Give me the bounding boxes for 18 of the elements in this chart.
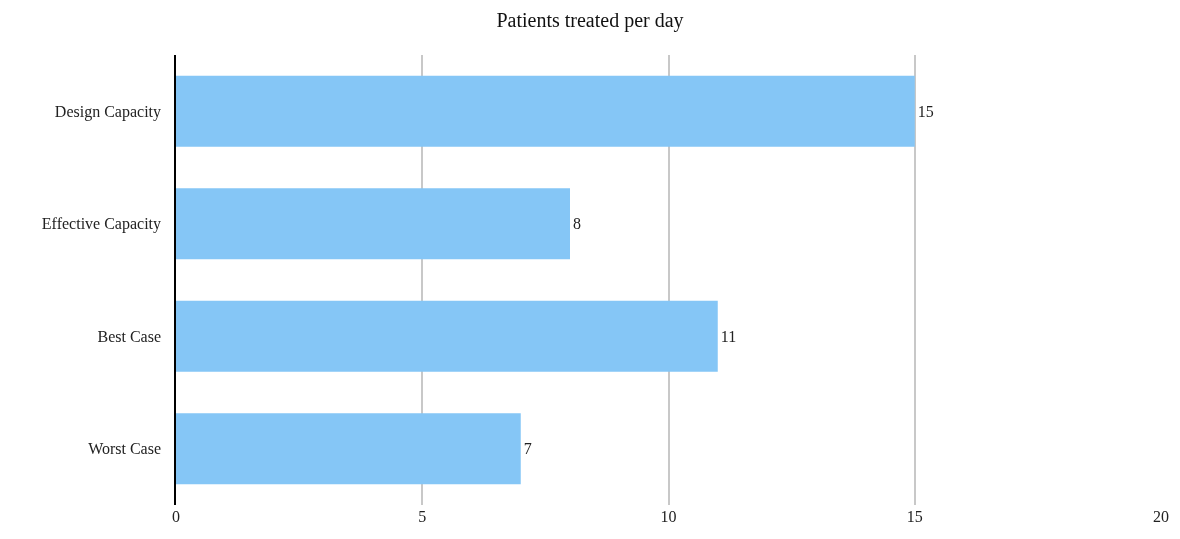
y-tick-label: Best Case [97, 327, 162, 345]
data-label: 11 [720, 327, 737, 345]
y-tick-label: Effective Capacity [41, 215, 162, 234]
x-tick-label: 20 [1153, 508, 1169, 525]
chart-title: Patients treated per day [496, 9, 684, 33]
x-tick-label: 0 [172, 508, 180, 525]
data-label: 8 [573, 215, 581, 233]
bar [176, 300, 718, 372]
data-label: 7 [523, 440, 532, 458]
bar [176, 188, 570, 260]
y-tick-label: Design Capacity [54, 102, 162, 121]
x-tick-label: 15 [906, 508, 923, 525]
bar [176, 75, 915, 147]
x-tick-label: 10 [660, 508, 677, 525]
bar [176, 413, 521, 485]
data-label: 15 [917, 102, 934, 120]
x-tick-label: 5 [418, 508, 427, 525]
y-tick-label: Worst Case [88, 440, 162, 458]
